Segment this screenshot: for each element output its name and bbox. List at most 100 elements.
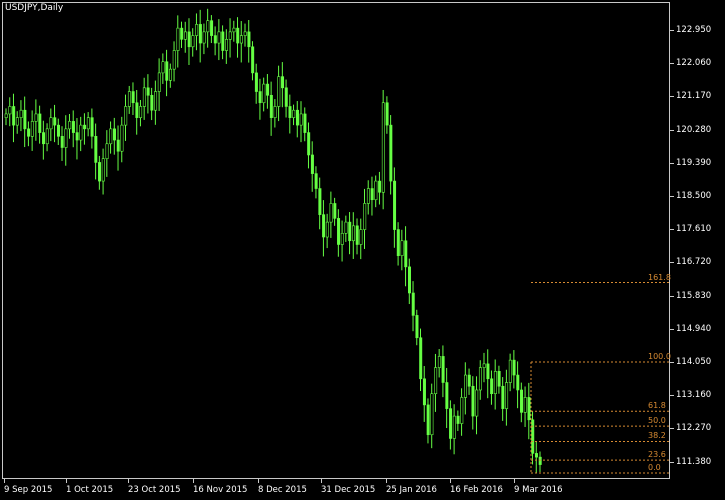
- price-tick-mark: [670, 162, 674, 164]
- time-tick-label: 23 Oct 2015: [128, 485, 181, 495]
- time-tick-mark: [321, 479, 322, 483]
- candle-body: [202, 31, 206, 44]
- candle-body: [452, 415, 456, 439]
- fibonacci-level-label: 100.0: [648, 352, 671, 361]
- candle-body: [538, 456, 542, 465]
- candle-body: [277, 76, 281, 107]
- candle-body: [370, 188, 374, 201]
- candle-body: [527, 397, 531, 421]
- fibonacci-level-label: 38.2: [648, 431, 666, 441]
- candle-body: [512, 359, 516, 376]
- candle-body: [374, 180, 378, 201]
- candle-body: [34, 113, 38, 122]
- price-tick-label: 119.390: [676, 157, 712, 168]
- candle-body: [310, 154, 314, 174]
- candle-body: [251, 46, 255, 74]
- candle-body: [105, 143, 109, 159]
- candle-body: [363, 203, 367, 230]
- candle-body: [4, 113, 8, 118]
- candle-body: [340, 233, 344, 245]
- candle-body: [45, 128, 49, 145]
- time-tick-mark: [128, 479, 129, 483]
- candle-body: [124, 106, 128, 126]
- price-tick-mark: [670, 262, 674, 264]
- candle-body: [269, 94, 273, 118]
- candle-body: [329, 203, 333, 223]
- candle-body: [299, 113, 303, 126]
- candle-body: [195, 24, 199, 36]
- price-tick-mark: [670, 428, 674, 430]
- time-tick-mark: [450, 479, 451, 483]
- candle-body: [355, 225, 359, 245]
- candle-body: [322, 214, 326, 238]
- candle-body: [183, 31, 187, 40]
- candle-body: [415, 315, 419, 339]
- candle-body: [505, 382, 509, 409]
- candle-body: [236, 27, 240, 44]
- price-tick-mark: [670, 30, 674, 31]
- candle-body: [75, 132, 79, 141]
- candle-body: [307, 132, 311, 156]
- price-tick-mark: [670, 362, 674, 363]
- candle-body: [419, 337, 423, 380]
- plot-area[interactable]: [2, 2, 670, 479]
- candle-body: [225, 39, 229, 51]
- time-tick-mark: [4, 479, 5, 483]
- candle-body: [460, 397, 464, 424]
- candle-body: [497, 371, 501, 387]
- price-tick-label: 115.830: [676, 290, 712, 301]
- candle-body: [150, 94, 154, 111]
- candle-body: [292, 109, 296, 118]
- candle-body: [64, 128, 68, 148]
- price-tick-mark: [670, 461, 674, 463]
- candle-body: [139, 106, 143, 118]
- candle-body: [520, 389, 524, 413]
- candle-body: [169, 68, 173, 81]
- candle-body: [366, 188, 370, 204]
- candle-body: [359, 229, 363, 245]
- time-tick-mark: [386, 479, 387, 483]
- price-tick-label: 116.720: [676, 257, 712, 268]
- candle-body: [68, 121, 72, 130]
- candle-body: [314, 173, 318, 189]
- candle-body: [266, 83, 270, 96]
- candle-body: [56, 124, 60, 137]
- price-tick-mark: [670, 96, 674, 98]
- candle-body: [378, 180, 382, 193]
- candle-body: [60, 136, 64, 148]
- time-tick-mark: [193, 479, 194, 483]
- candle-body: [493, 371, 497, 395]
- time-tick-label: 16 Feb 2016: [450, 485, 503, 495]
- candle-body: [94, 136, 98, 163]
- candle-body: [531, 419, 535, 454]
- candle-body: [71, 121, 75, 133]
- candle-body: [422, 378, 426, 406]
- candle-body: [120, 124, 124, 152]
- candle-body: [135, 102, 139, 118]
- candle-body: [191, 35, 195, 48]
- price-tick-mark: [670, 328, 674, 330]
- candle-body: [404, 240, 408, 268]
- candle-body: [516, 374, 520, 391]
- candle-body: [154, 91, 158, 111]
- candle-body: [98, 162, 102, 182]
- candle-body: [127, 91, 131, 107]
- candle-body: [478, 367, 482, 391]
- candle-body: [27, 128, 31, 137]
- candle-body: [42, 132, 46, 145]
- price-tick-label: 120.280: [676, 124, 712, 135]
- candle-body: [426, 404, 430, 436]
- candle-body: [161, 61, 165, 74]
- candle-body: [53, 117, 57, 126]
- candle-body: [456, 415, 460, 424]
- candle-body: [471, 385, 475, 417]
- candle-body: [295, 109, 299, 126]
- candle-body: [86, 117, 90, 130]
- candle-body: [187, 31, 191, 48]
- candle-body: [30, 121, 34, 137]
- candle-body: [445, 382, 449, 409]
- candle-body: [258, 91, 262, 104]
- candle-body: [400, 240, 404, 256]
